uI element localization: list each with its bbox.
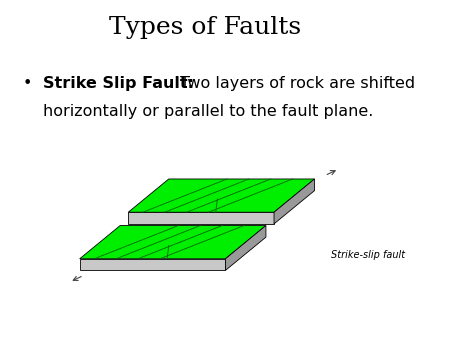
Polygon shape [274,179,315,224]
Polygon shape [128,179,315,212]
Text: Strike Slip Fault:: Strike Slip Fault: [43,76,194,91]
Polygon shape [225,225,266,270]
Text: Strike-slip fault: Strike-slip fault [331,250,405,261]
Text: •: • [23,76,32,91]
Text: Types of Faults: Types of Faults [109,16,301,39]
Polygon shape [80,259,225,270]
Text: horizontally or parallel to the fault plane.: horizontally or parallel to the fault pl… [43,104,374,119]
Polygon shape [80,225,266,259]
Text: Two layers of rock are shifted: Two layers of rock are shifted [175,76,415,91]
Polygon shape [128,212,274,224]
